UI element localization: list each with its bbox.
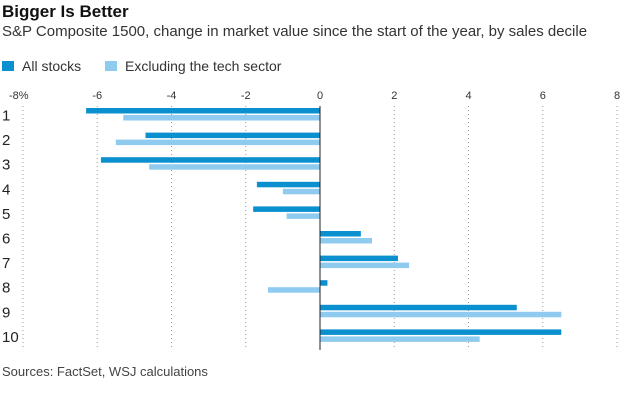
bar-all-stocks-decile-9 <box>320 304 517 311</box>
tick-label-neg6: -6 <box>92 90 102 102</box>
legend-label-excluding-tech: Excluding the tech sector <box>125 58 282 74</box>
bar-excluding-tech-decile-2 <box>115 139 320 146</box>
bars <box>86 108 562 342</box>
bar-all-stocks-decile-2 <box>145 132 320 139</box>
legend: All stocks Excluding the tech sector <box>2 58 301 74</box>
chart-title: Bigger Is Better <box>2 2 129 21</box>
legend-swatch-all-stocks <box>2 61 14 71</box>
gridlines <box>22 106 618 350</box>
bar-excluding-tech-decile-6 <box>320 238 372 244</box>
bar-excluding-tech-decile-3 <box>149 164 320 170</box>
chart-subtitle: S&P Composite 1500, change in market val… <box>2 23 588 40</box>
category-label-8: 8 <box>2 280 10 297</box>
bar-excluding-tech-decile-5 <box>286 213 320 219</box>
tick-label-4: 4 <box>465 90 471 102</box>
legend-item-all-stocks: All stocks <box>2 58 81 74</box>
category-label-4: 4 <box>2 181 10 198</box>
category-label-3: 3 <box>2 157 10 174</box>
tick-label-2: 2 <box>391 90 397 102</box>
legend-item-excluding-tech: Excluding the tech sector <box>105 58 281 74</box>
bar-all-stocks-decile-7 <box>320 255 398 262</box>
source-note: Sources: FactSet, WSJ calculations <box>2 364 208 379</box>
bar-all-stocks-decile-5 <box>253 206 320 212</box>
category-label-10: 10 <box>2 329 19 346</box>
bar-excluding-tech-decile-4 <box>282 188 320 195</box>
category-label-2: 2 <box>2 132 10 149</box>
bar-all-stocks-decile-4 <box>256 181 320 188</box>
tick-label-neg4: -4 <box>167 90 177 102</box>
y-axis-category-labels: 1 2 3 4 5 6 7 8 9 10 <box>2 108 19 346</box>
bar-all-stocks-decile-3 <box>100 157 321 163</box>
bar-excluding-tech-decile-7 <box>320 262 410 269</box>
bar-all-stocks-decile-6 <box>320 231 361 237</box>
category-label-9: 9 <box>2 304 10 321</box>
bar-excluding-tech-decile-8 <box>268 287 320 293</box>
bar-all-stocks-decile-1 <box>86 108 320 114</box>
tick-label-8: 8 <box>614 90 620 102</box>
tick-label-neg8: -8% <box>9 90 29 102</box>
bar-excluding-tech-decile-1 <box>123 115 320 121</box>
category-label-7: 7 <box>2 255 10 272</box>
tick-label-0: 0 <box>317 90 323 102</box>
category-label-1: 1 <box>2 108 10 125</box>
bar-excluding-tech-decile-9 <box>320 311 562 318</box>
category-label-6: 6 <box>2 231 10 248</box>
x-axis-tick-labels: -8% -6 -4 -2 0 2 4 6 8 <box>9 90 620 102</box>
bar-all-stocks-decile-8 <box>320 280 328 286</box>
tick-label-6: 6 <box>540 90 546 102</box>
category-label-5: 5 <box>2 206 10 223</box>
tick-label-neg2: -2 <box>241 90 251 102</box>
bar-excluding-tech-decile-10 <box>320 336 480 342</box>
legend-swatch-excluding-tech <box>105 61 118 71</box>
legend-label-all-stocks: All stocks <box>22 58 82 74</box>
bar-all-stocks-decile-10 <box>320 329 562 335</box>
